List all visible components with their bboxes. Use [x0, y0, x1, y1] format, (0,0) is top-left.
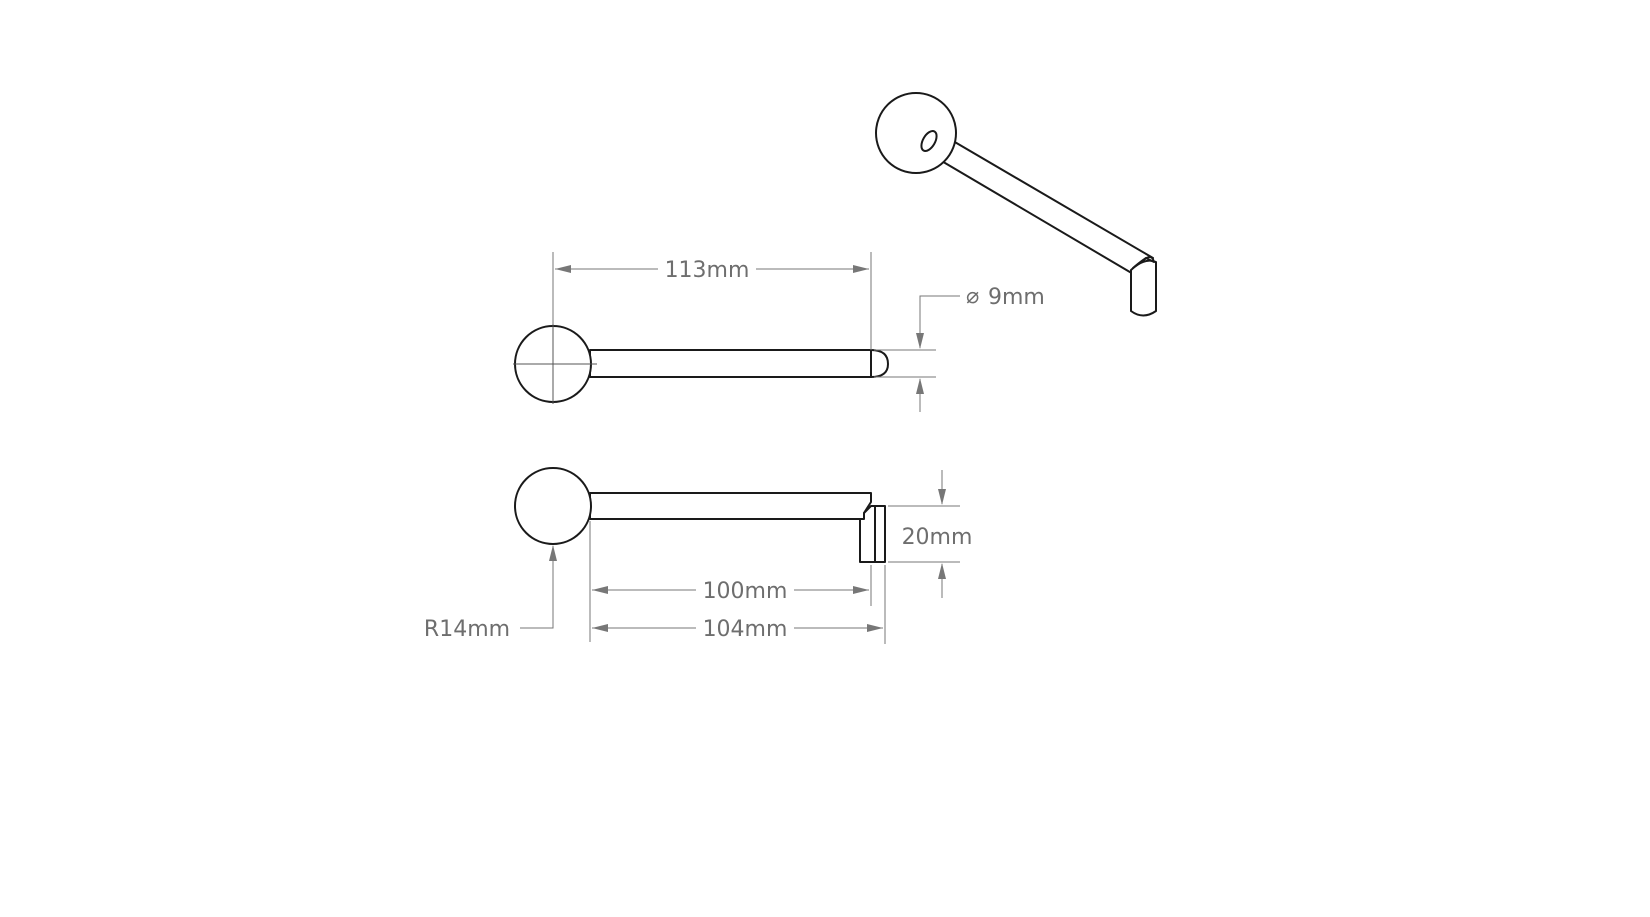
iso-rod-start-cap [920, 130, 938, 152]
dim-100-arrow-left [592, 586, 608, 594]
front-leg [859, 505, 886, 563]
top-rod [589, 349, 889, 378]
isometric-view [875, 92, 1157, 317]
dim-20-label: 20mm [902, 525, 973, 550]
front-knob [514, 467, 592, 545]
dim-r14-arrow [549, 545, 557, 561]
iso-rod [922, 130, 1154, 279]
front-view: 20mm R14mm 100mm 104mm [424, 467, 973, 644]
iso-knob [875, 92, 957, 174]
dim-113-arrow-right [853, 265, 869, 273]
dim-113-label: 113mm [665, 258, 750, 283]
top-view: 113mm ⌀ 9mm [513, 252, 1045, 412]
dim-r14-label: R14mm [424, 617, 510, 642]
iso-leg [1130, 259, 1157, 317]
dim-dia-arrow-top [916, 333, 924, 349]
dim-dia-leader-top [919, 295, 960, 348]
dim-104-arrow-right [867, 624, 883, 632]
dim-20-arrow-top [938, 489, 946, 505]
dim-r14-leader [520, 546, 554, 629]
dim-100-label: 100mm [703, 579, 788, 604]
dim-dia-arrow-bottom [916, 378, 924, 394]
dim-dia-label: 9mm [988, 285, 1045, 310]
dim-dia-symbol: ⌀ [966, 284, 979, 309]
dim-100-arrow-right [853, 586, 869, 594]
dim-20-arrow-bottom [938, 563, 946, 579]
front-rod [589, 492, 872, 520]
dim-104-label: 104mm [703, 617, 788, 642]
dim-113-arrow-left [555, 265, 571, 273]
iso-leg-joint [1132, 257, 1155, 269]
dim-104-arrow-left [592, 624, 608, 632]
